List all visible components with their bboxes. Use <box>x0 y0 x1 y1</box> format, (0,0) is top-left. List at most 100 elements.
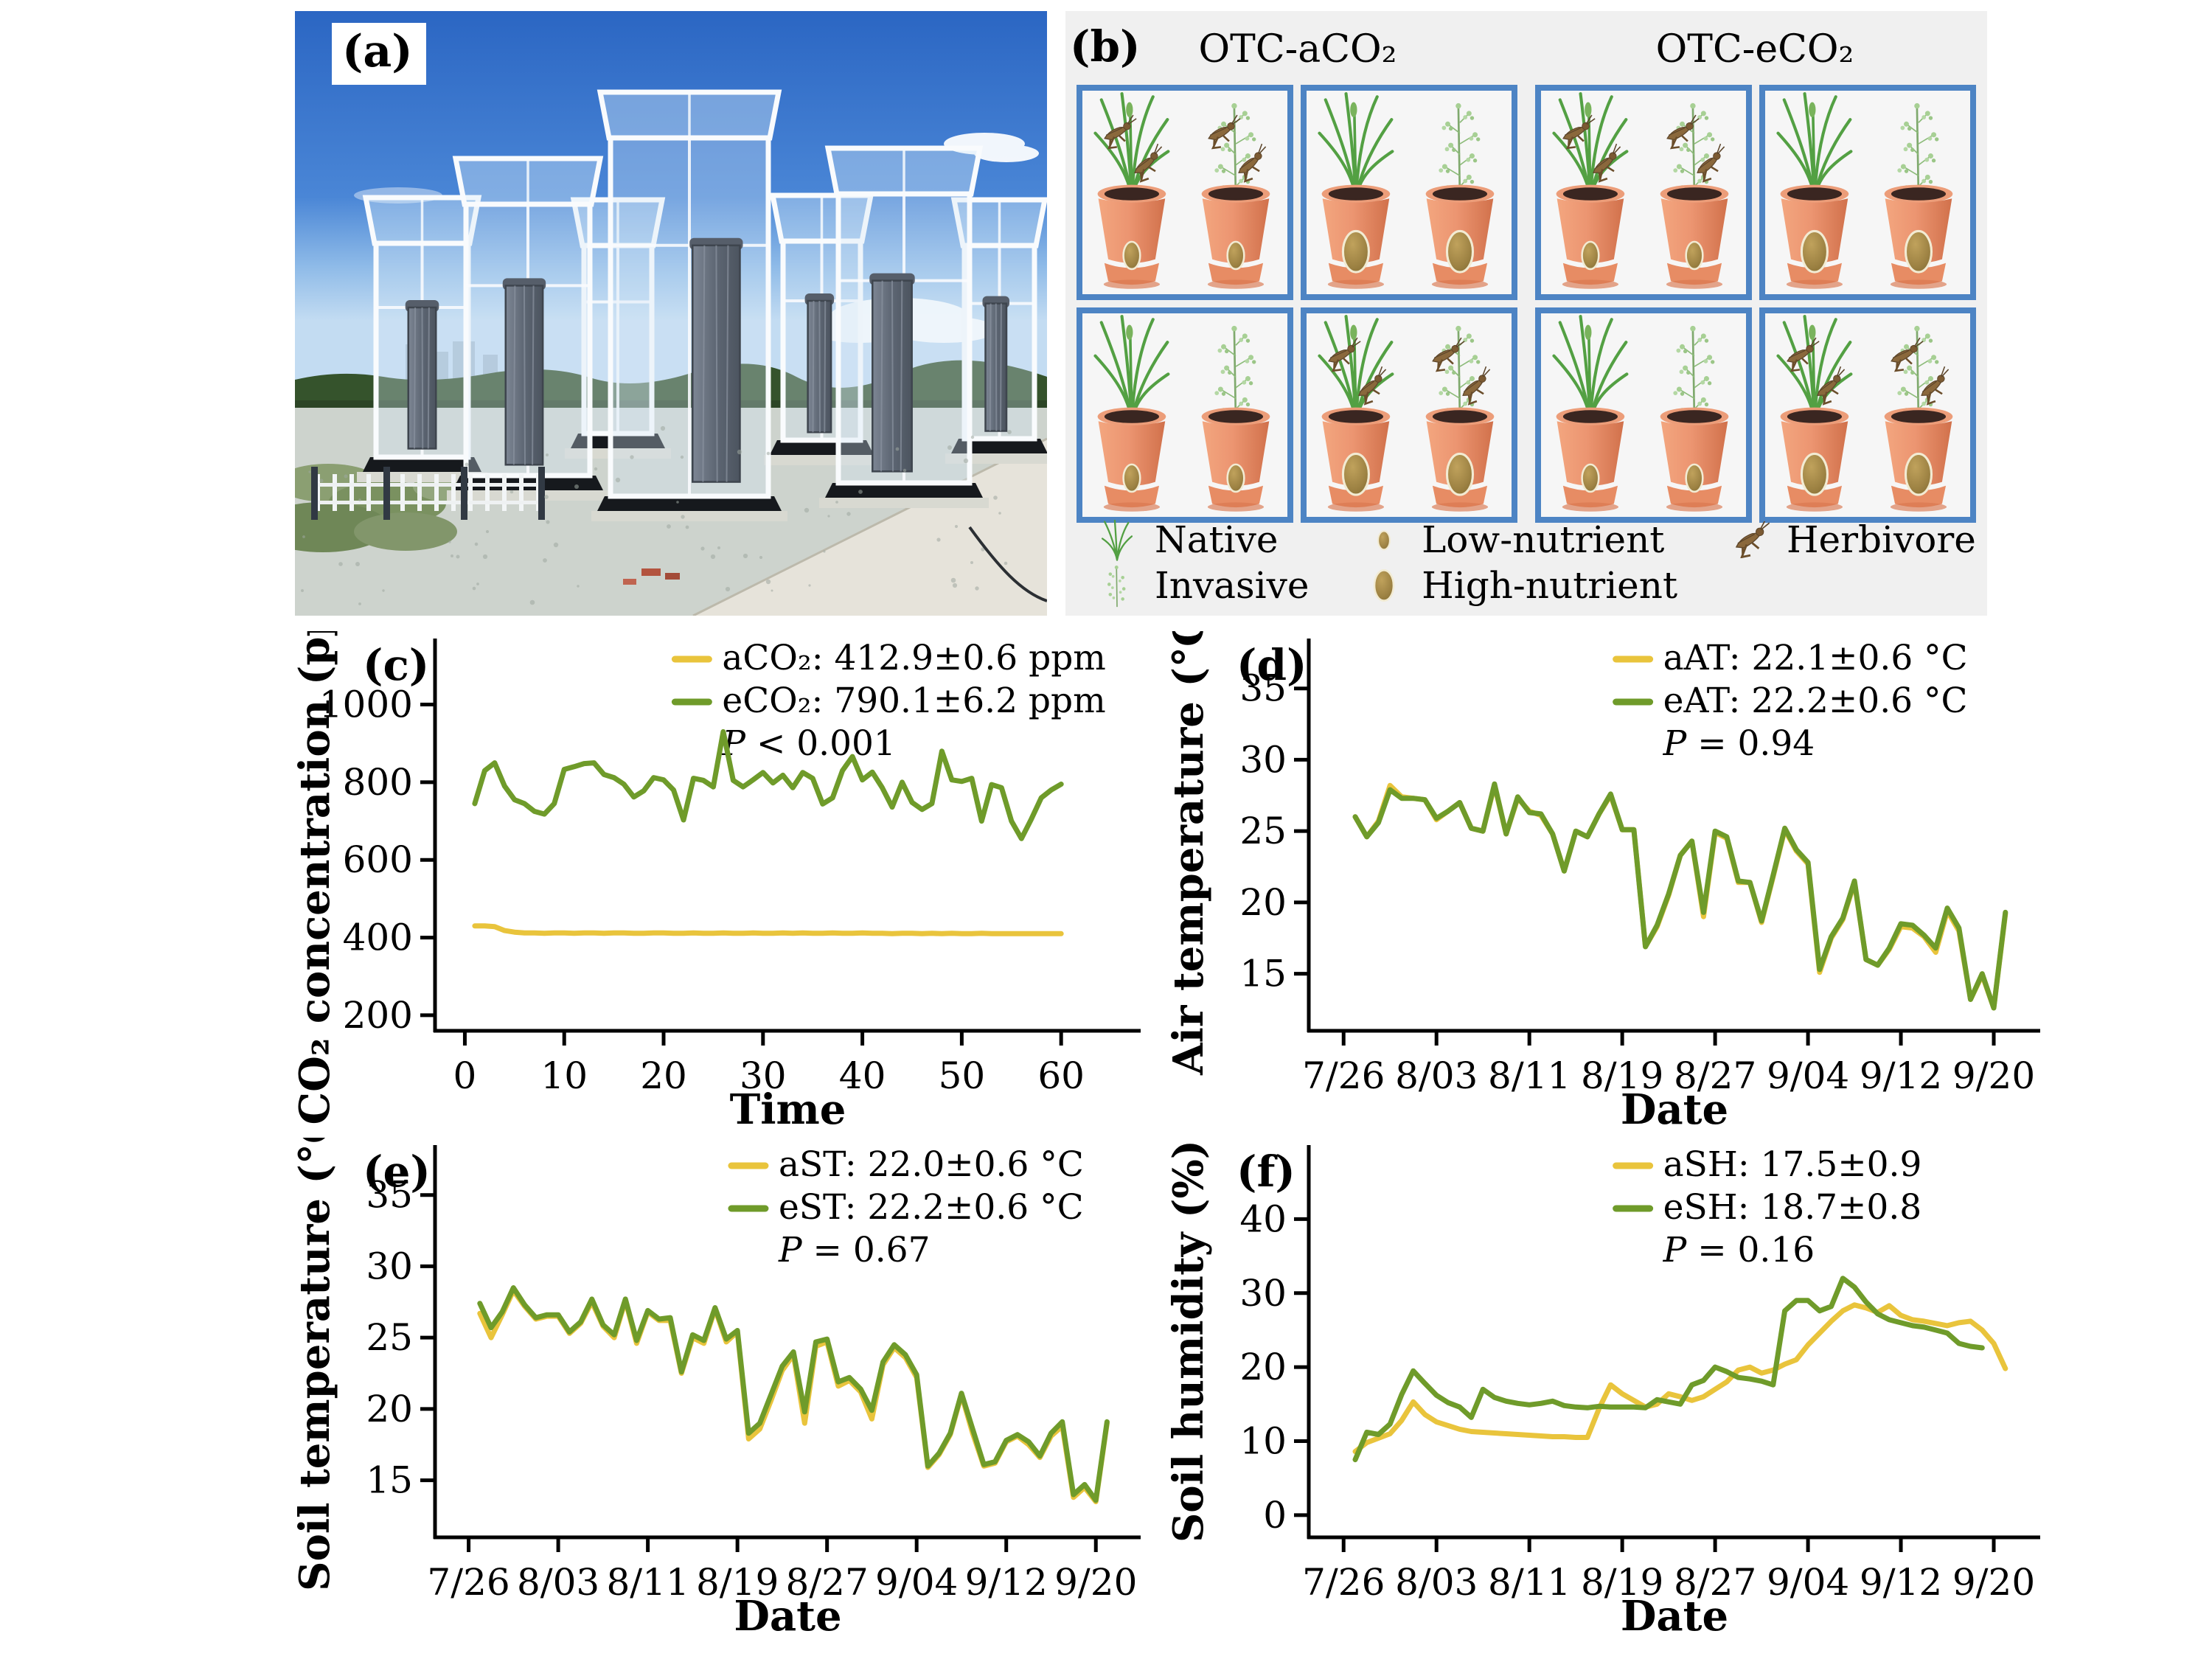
series-line-aST <box>477 1287 1110 1505</box>
treatment-cell-art <box>1552 314 1729 512</box>
high-nutrient-icon <box>1341 452 1370 496</box>
brick-debris <box>623 568 680 585</box>
pot-saucer <box>1562 262 1618 285</box>
herbivore-icon <box>1723 521 1775 558</box>
pot-soil <box>1666 410 1722 423</box>
x-tick-label-c: 0 <box>453 1054 477 1097</box>
series-line-eAT <box>1352 781 2008 1011</box>
x-axis-label-d: Date <box>1621 1085 1728 1134</box>
pot-body <box>1098 421 1166 486</box>
treatment-cell-low-nutrient-herbivory <box>1535 85 1752 300</box>
pot-invasive-plant <box>1201 102 1270 289</box>
pot-saucer <box>1891 262 1947 285</box>
high-nutrient-icon <box>1358 566 1410 605</box>
panel-b-design-diagram: (b) OTC-aCO₂ OTC-eCO₂ <box>1065 11 1987 616</box>
pot-body <box>1098 198 1166 263</box>
native-plant-icon <box>1091 517 1143 563</box>
legend-entry-d-1: eAT: 22.2±0.6 °C <box>1663 681 1968 721</box>
treatment-cell-art <box>1318 92 1495 289</box>
otc-field-photo-art <box>295 11 1047 616</box>
y-tick-label-d: 15 <box>1239 953 1287 995</box>
panel-b-groups <box>1077 85 1976 523</box>
y-axis-label-d: Air temperature (°C) <box>1169 631 1213 1076</box>
treatment-cell-high-nutrient-herbivory <box>1759 307 1976 523</box>
low-nutrient-icon <box>1122 240 1141 271</box>
otc-chamber <box>591 89 787 521</box>
treatment-cell-high-nutrient <box>1759 85 1976 300</box>
pot-soil <box>1666 187 1722 201</box>
pot-native-plant <box>1552 314 1629 512</box>
panel-letter-c: (c) <box>363 640 429 690</box>
p-value-f: P = 0.16 <box>1663 1230 1815 1270</box>
x-tick-label-d: 8/27 <box>1674 1054 1756 1097</box>
legend-item-low-nutrient: Low-nutrient <box>1358 518 1723 561</box>
y-tick-label-c: 1000 <box>319 684 413 726</box>
y-tick-label-e: 25 <box>366 1316 413 1359</box>
pot-native-plant <box>1093 314 1170 512</box>
legend-item-herbivore: Herbivore <box>1723 518 1981 561</box>
x-tick-label-c: 40 <box>839 1054 886 1097</box>
pot-soil <box>1104 187 1159 201</box>
x-tick-label-e: 8/03 <box>517 1561 599 1604</box>
pot-soil <box>1432 187 1488 201</box>
x-tick-label-c: 30 <box>740 1054 787 1097</box>
grasshopper-icon <box>1666 114 1700 150</box>
series-line-aCO2 <box>472 923 1064 936</box>
pot-body <box>1202 198 1270 263</box>
x-tick-label-d: 8/03 <box>1395 1054 1478 1097</box>
y-tick-label-f: 20 <box>1239 1346 1287 1388</box>
chart-svg-c: 200 400 600 800 1000 0 10 20 30 40 50 60 Time CO₂ con… <box>295 631 1141 1134</box>
high-nutrient-icon <box>1445 452 1475 496</box>
otc-aco2-title: OTC-aCO₂ <box>1198 27 1397 72</box>
pot-saucer <box>1787 262 1842 285</box>
pot-native-plant <box>1318 314 1394 512</box>
treatment-cell-low-nutrient <box>1535 307 1752 523</box>
x-tick-label-e: 8/11 <box>606 1561 689 1604</box>
pot-soil <box>1208 410 1264 423</box>
pot-native-plant <box>1776 314 1853 512</box>
grasshopper-icon <box>1562 114 1596 150</box>
legend-entry-e-1: eST: 22.2±0.6 °C <box>779 1187 1084 1228</box>
y-tick-label-c: 200 <box>343 994 413 1037</box>
pot-native-plant <box>1552 92 1629 289</box>
high-nutrient-icon <box>1904 229 1933 274</box>
x-tick-label-d: 9/12 <box>1860 1054 1942 1097</box>
grasshopper-icon <box>1787 337 1820 372</box>
pot-invasive-plant <box>1660 325 1729 512</box>
pot-native-plant <box>1093 92 1170 289</box>
x-tick-label-e: 8/27 <box>786 1561 869 1604</box>
legend-item-label: Native <box>1155 518 1279 561</box>
pot-body <box>1557 198 1624 263</box>
pot-soil <box>1328 187 1383 201</box>
grasshopper-icon <box>1593 143 1621 183</box>
invasive-plant-icon <box>1091 563 1143 608</box>
pot-invasive-plant <box>1884 102 1953 289</box>
pot-native-plant <box>1776 92 1853 289</box>
y-tick-label-f: 30 <box>1239 1272 1287 1315</box>
panel-a-letter: (a) <box>332 23 426 85</box>
x-tick-label-f: 8/11 <box>1488 1561 1571 1604</box>
pot-soil <box>1891 187 1947 201</box>
chart-panel-d-air-temperature: 15 20 25 30 35 7/26 8/03 8/11 8/19 8/27 9/04 9/12 9/… <box>1169 631 2061 1147</box>
otc-eco2-title: OTC-eCO₂ <box>1655 27 1854 72</box>
y-tick-label-e: 15 <box>366 1459 413 1502</box>
legend-item-native: Native <box>1091 517 1358 563</box>
chart-panel-c-co2-concentration: 200 400 600 800 1000 0 10 20 30 40 50 60 Time CO₂ con… <box>295 631 1161 1147</box>
pot-saucer <box>1432 485 1488 508</box>
x-tick-label-e: 7/26 <box>427 1561 509 1604</box>
p-value-d: P = 0.94 <box>1663 723 1815 764</box>
pot-invasive-plant <box>1201 325 1270 512</box>
garden-fence <box>311 467 545 520</box>
chart-svg-f: 0 10 20 30 40 7/26 8/03 8/11 8/19 8/27 9/04 9/12 9/2… <box>1169 1140 2040 1641</box>
grasshopper-icon <box>1134 143 1163 183</box>
grasshopper-icon <box>1697 143 1725 183</box>
grasshopper-icon <box>1238 143 1267 183</box>
treatment-cell-art <box>1776 92 1953 289</box>
grasshopper-icon <box>1104 114 1137 150</box>
low-nutrient-icon <box>1358 524 1410 556</box>
pot-soil <box>1562 410 1618 423</box>
chart-svg-e: 15 20 25 30 35 7/26 8/03 8/11 8/19 8/27 9/04 9/12 9/… <box>295 1138 1141 1641</box>
treatment-cell-art <box>1318 314 1495 512</box>
pot-saucer <box>1328 485 1383 508</box>
